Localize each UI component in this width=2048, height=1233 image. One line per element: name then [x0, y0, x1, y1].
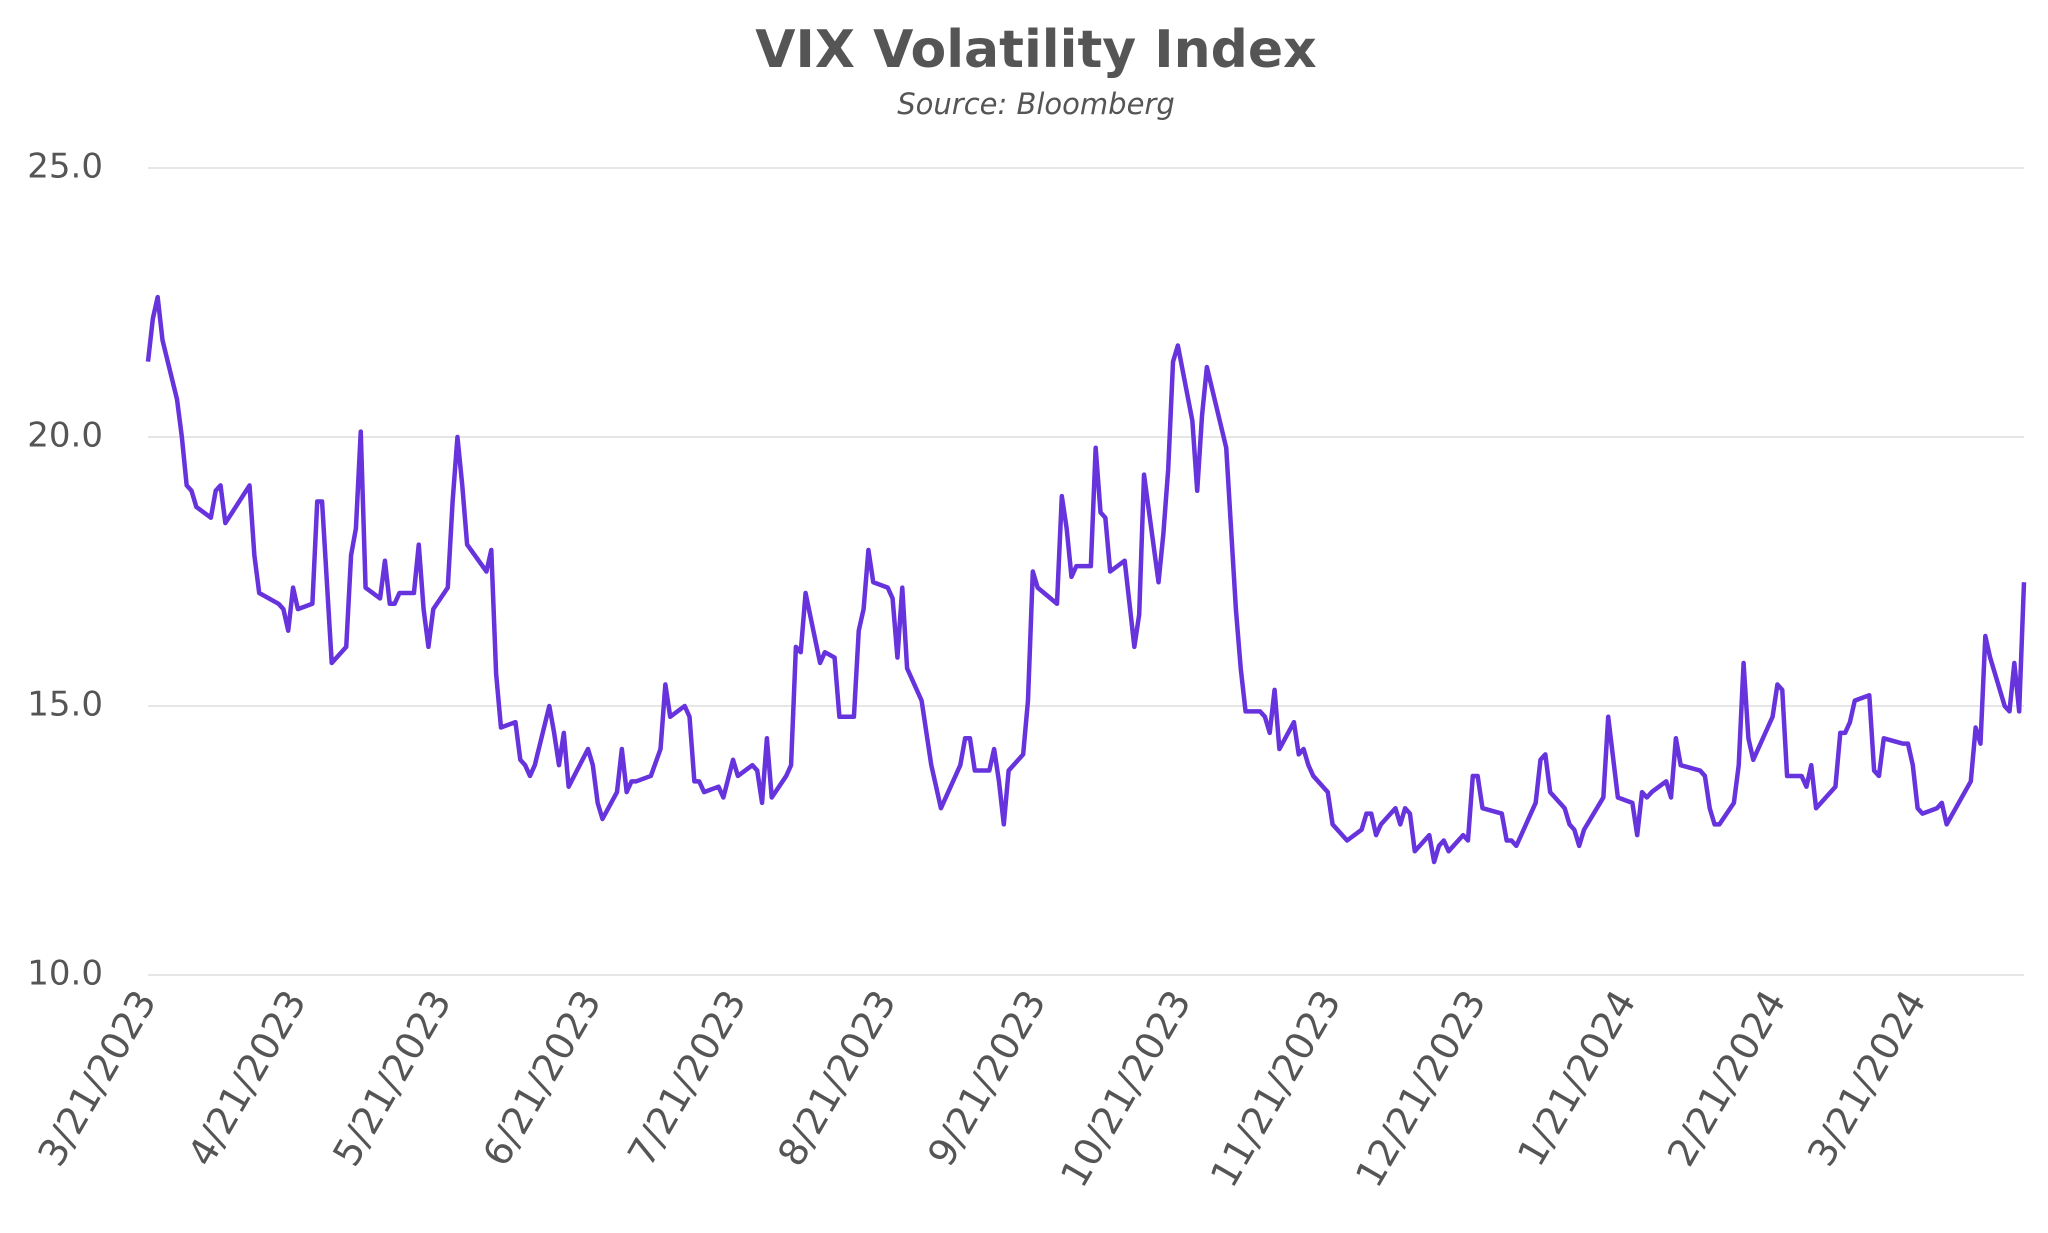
y-tick-label: 20.0 — [27, 416, 103, 456]
x-tick-label: 7/21/2023 — [619, 983, 755, 1174]
x-tick-label: 5/21/2023 — [324, 983, 460, 1174]
x-tick-label: 8/21/2023 — [769, 983, 905, 1174]
x-tick-label: 1/21/2024 — [1509, 983, 1645, 1174]
x-tick-label: 6/21/2023 — [474, 983, 610, 1174]
x-tick-label: 11/21/2023 — [1202, 983, 1350, 1195]
y-tick-label: 15.0 — [27, 685, 103, 725]
chart-subtitle: Source: Bloomberg — [897, 87, 1175, 121]
data-line — [145, 294, 2027, 865]
x-tick-label: 2/21/2024 — [1659, 983, 1795, 1174]
x-tick-label: 4/21/2023 — [179, 983, 315, 1174]
x-tick-label: 10/21/2023 — [1052, 983, 1200, 1195]
chart-title: VIX Volatility Index — [755, 20, 1316, 80]
y-tick-label: 25.0 — [27, 147, 103, 187]
x-tick-label: 3/21/2023 — [29, 983, 165, 1174]
y-tick-label: 10.0 — [27, 954, 103, 994]
x-tick-label: 12/21/2023 — [1347, 983, 1495, 1195]
x-tick-label: 9/21/2023 — [919, 983, 1055, 1174]
x-tick-label: 3/21/2024 — [1799, 983, 1935, 1174]
